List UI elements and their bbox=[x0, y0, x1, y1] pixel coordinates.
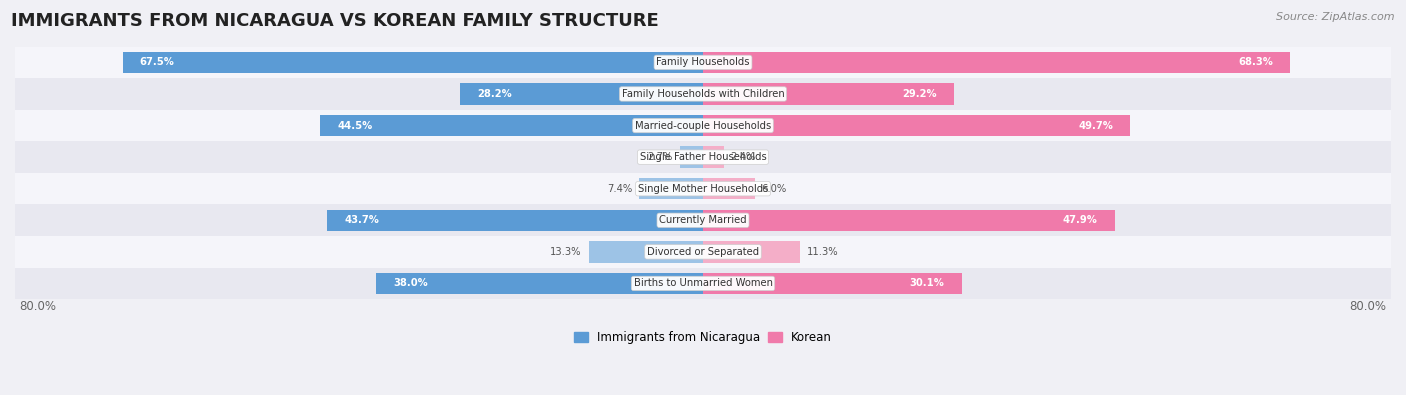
Bar bbox=[640, 178, 703, 199]
Bar bbox=[328, 210, 703, 231]
Text: 2.7%: 2.7% bbox=[648, 152, 673, 162]
Text: 49.7%: 49.7% bbox=[1078, 120, 1114, 131]
Bar bbox=[15, 205, 1391, 236]
Bar bbox=[15, 78, 1391, 110]
Text: 67.5%: 67.5% bbox=[139, 57, 174, 68]
Bar bbox=[703, 178, 755, 199]
Bar bbox=[321, 115, 703, 136]
Text: 13.3%: 13.3% bbox=[550, 247, 582, 257]
Bar bbox=[15, 268, 1391, 299]
Bar bbox=[15, 47, 1391, 78]
Text: 30.1%: 30.1% bbox=[910, 278, 945, 288]
Bar bbox=[703, 83, 955, 105]
Text: Single Father Households: Single Father Households bbox=[640, 152, 766, 162]
Text: 43.7%: 43.7% bbox=[344, 215, 380, 225]
Text: 80.0%: 80.0% bbox=[20, 300, 56, 313]
Text: Divorced or Separated: Divorced or Separated bbox=[647, 247, 759, 257]
Text: Family Households: Family Households bbox=[657, 57, 749, 68]
Text: 7.4%: 7.4% bbox=[607, 184, 633, 194]
Text: 68.3%: 68.3% bbox=[1239, 57, 1274, 68]
Text: Single Mother Households: Single Mother Households bbox=[638, 184, 768, 194]
Text: IMMIGRANTS FROM NICARAGUA VS KOREAN FAMILY STRUCTURE: IMMIGRANTS FROM NICARAGUA VS KOREAN FAMI… bbox=[11, 12, 659, 30]
Bar bbox=[703, 52, 1291, 73]
Text: Births to Unmarried Women: Births to Unmarried Women bbox=[634, 278, 772, 288]
Legend: Immigrants from Nicaragua, Korean: Immigrants from Nicaragua, Korean bbox=[569, 327, 837, 349]
Bar bbox=[15, 141, 1391, 173]
Text: 6.0%: 6.0% bbox=[762, 184, 787, 194]
Bar bbox=[377, 273, 703, 294]
Text: 47.9%: 47.9% bbox=[1063, 215, 1098, 225]
Bar bbox=[461, 83, 703, 105]
Text: 44.5%: 44.5% bbox=[337, 120, 373, 131]
Bar bbox=[15, 110, 1391, 141]
Bar bbox=[703, 115, 1130, 136]
Bar bbox=[703, 210, 1115, 231]
Text: 38.0%: 38.0% bbox=[394, 278, 429, 288]
Text: 11.3%: 11.3% bbox=[807, 247, 839, 257]
Text: 80.0%: 80.0% bbox=[1350, 300, 1386, 313]
Bar bbox=[703, 147, 724, 168]
Bar bbox=[703, 241, 800, 263]
Text: Married-couple Households: Married-couple Households bbox=[636, 120, 770, 131]
Bar bbox=[15, 173, 1391, 205]
Text: Source: ZipAtlas.com: Source: ZipAtlas.com bbox=[1277, 12, 1395, 22]
Text: Family Households with Children: Family Households with Children bbox=[621, 89, 785, 99]
Text: 2.4%: 2.4% bbox=[731, 152, 756, 162]
Bar bbox=[703, 273, 962, 294]
Bar bbox=[679, 147, 703, 168]
Bar bbox=[589, 241, 703, 263]
Text: Currently Married: Currently Married bbox=[659, 215, 747, 225]
Bar bbox=[122, 52, 703, 73]
Text: 28.2%: 28.2% bbox=[478, 89, 512, 99]
Text: 29.2%: 29.2% bbox=[903, 89, 936, 99]
Bar bbox=[15, 236, 1391, 268]
